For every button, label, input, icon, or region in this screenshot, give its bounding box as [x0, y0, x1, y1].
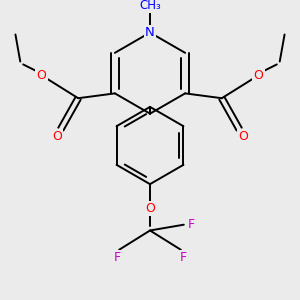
Text: O: O	[254, 68, 263, 82]
Text: O: O	[238, 130, 248, 143]
Text: O: O	[145, 202, 155, 215]
Text: O: O	[52, 130, 62, 143]
Text: F: F	[114, 251, 121, 264]
Text: O: O	[37, 68, 46, 82]
Text: CH₃: CH₃	[139, 0, 161, 12]
Text: F: F	[179, 251, 186, 264]
Text: F: F	[188, 218, 195, 231]
Text: N: N	[145, 26, 155, 39]
